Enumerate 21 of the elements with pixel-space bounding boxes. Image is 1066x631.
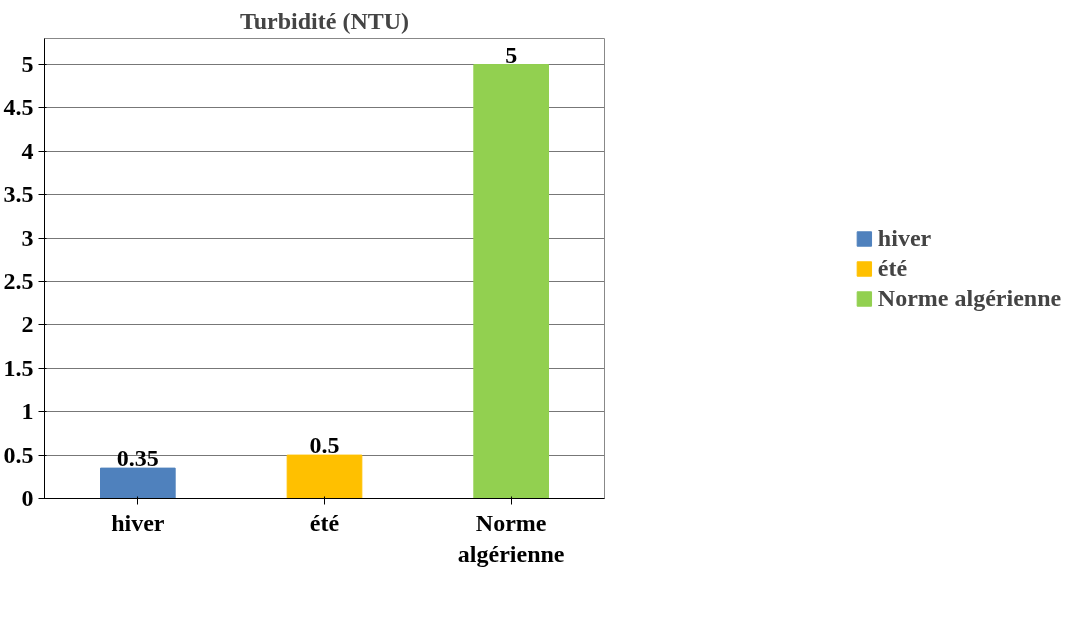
data-label: 0.35 [116, 445, 159, 472]
y-tick-label: 5 [21, 51, 34, 78]
y-tick-label: 1.5 [3, 354, 34, 381]
legend-label: été [877, 254, 908, 282]
y-tick-label: 0 [21, 485, 34, 511]
y-tick-label: 4.5 [3, 94, 34, 121]
x-tick-label: hiver [111, 509, 165, 536]
y-tick-label: 1 [21, 398, 34, 425]
data-label: 0.5 [309, 432, 340, 459]
y-tick-label: 3 [21, 224, 34, 251]
data-label: 5 [505, 41, 518, 68]
y-tick-label: 4 [21, 137, 34, 164]
y-tick-label: 2.5 [3, 268, 34, 295]
y-tick-label: 3.5 [3, 181, 34, 208]
legend-label: Norme algérienne [877, 284, 1062, 312]
x-tick-label: été [309, 509, 340, 536]
legend-label: hiver [877, 224, 932, 252]
chart-title: Turbidité (NTU) [239, 7, 410, 34]
x-tick-label: Norme algérienne [457, 509, 565, 567]
y-tick-label: 0.5 [3, 441, 34, 468]
y-tick-label: 2 [21, 311, 34, 338]
